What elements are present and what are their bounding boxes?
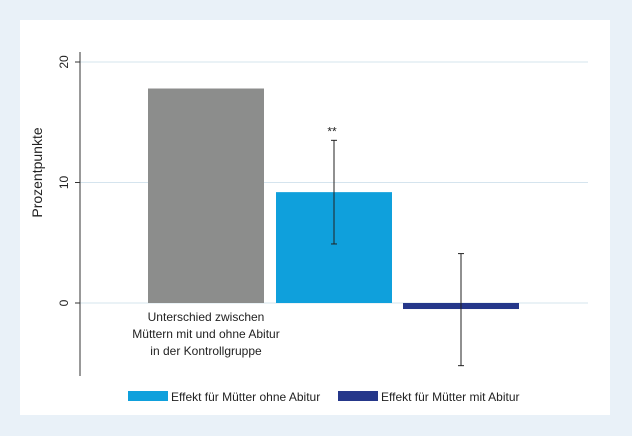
bar	[148, 88, 264, 303]
bar-chart: 0 10 20 Prozentpunkte ** Unterschied zwisch…	[29, 52, 588, 404]
significance-label: **	[327, 124, 337, 138]
y-tick-label: 20	[57, 55, 71, 69]
category-label: Unterschied zwischen	[148, 310, 265, 324]
legend-label: Effekt für Mütter mit Abitur	[381, 390, 520, 404]
legend-swatch	[338, 391, 378, 401]
y-tick-label: 0	[57, 299, 71, 306]
category-label: Müttern mit und ohne Abitur	[132, 327, 279, 341]
category-label: in der Kontrollgruppe	[150, 344, 262, 358]
y-tick-label: 10	[57, 176, 71, 190]
y-axis-title: Prozentpunkte	[29, 127, 45, 217]
legend-swatch	[128, 391, 168, 401]
plot-panel: 0 10 20 Prozentpunkte ** Unterschied zwisch…	[20, 20, 610, 415]
legend-label: Effekt für Mütter ohne Abitur	[171, 390, 320, 404]
